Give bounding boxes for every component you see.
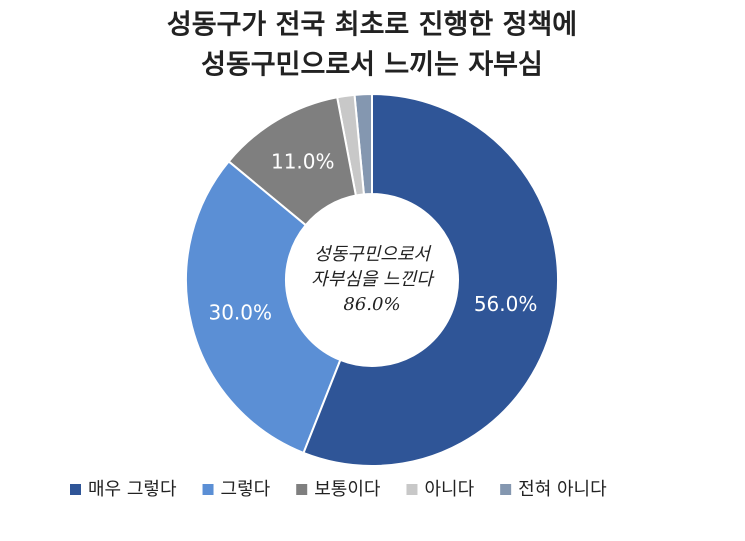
legend-swatch	[296, 484, 308, 495]
center-value: 86.0%	[343, 294, 400, 315]
legend-swatch	[202, 484, 214, 495]
slice	[302, 92, 559, 467]
center-text: 성동구민으로서	[314, 244, 432, 265]
center-text: 자부심을 느낀다	[311, 269, 435, 290]
legend-label: 보통이다	[314, 479, 381, 500]
chart-title: 성동구가 전국 최초로 진행한 정책에	[167, 10, 577, 41]
slice	[185, 160, 342, 455]
slice	[227, 96, 358, 227]
legend-swatch	[70, 484, 81, 495]
legend-label: 전혀 아니다	[518, 479, 607, 500]
legend-label: 매우 그렇다	[88, 479, 177, 500]
slice-label: 30.0%	[208, 300, 272, 324]
legend-swatch	[500, 484, 512, 495]
slice-label: 11.0%	[271, 149, 335, 173]
slice-label: 56.0%	[474, 292, 538, 316]
legend-swatch	[406, 484, 418, 495]
legend-label: 아니다	[424, 479, 474, 500]
chart-title: 성동구민으로서 느끼는 자부심	[201, 50, 543, 81]
legend-label: 그렇다	[221, 479, 271, 500]
